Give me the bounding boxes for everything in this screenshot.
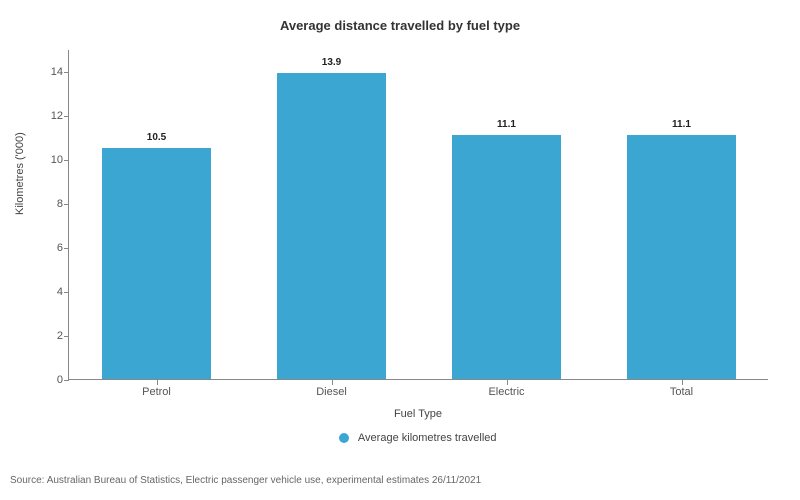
- y-tick-mark: [64, 292, 69, 293]
- bar: 11.1: [452, 135, 561, 379]
- x-axis-label: Fuel Type: [68, 408, 768, 420]
- y-tick-label: 12: [31, 110, 63, 122]
- legend-marker: [339, 433, 349, 443]
- y-tick-label: 0: [31, 374, 63, 386]
- x-tick-label: Diesel: [316, 386, 347, 398]
- x-tick-label: Petrol: [142, 386, 171, 398]
- y-tick-label: 2: [31, 330, 63, 342]
- chart-title: Average distance travelled by fuel type: [0, 0, 800, 33]
- y-tick-mark: [64, 336, 69, 337]
- source-citation: Source: Australian Bureau of Statistics,…: [10, 475, 481, 486]
- x-tick-label: Electric: [488, 386, 524, 398]
- x-tick-mark: [157, 380, 158, 385]
- bar: 10.5: [102, 148, 211, 379]
- y-tick-mark: [64, 204, 69, 205]
- plot-region: 0246810121410.5Petrol13.9Diesel11.1Elect…: [68, 50, 768, 380]
- legend-label: Average kilometres travelled: [358, 432, 497, 444]
- x-tick-mark: [682, 380, 683, 385]
- bar: 11.1: [627, 135, 736, 379]
- y-tick-mark: [64, 380, 69, 381]
- bar: 13.9: [277, 73, 386, 379]
- bar-value-label: 11.1: [672, 119, 691, 130]
- y-tick-mark: [64, 160, 69, 161]
- y-tick-label: 8: [31, 198, 63, 210]
- y-tick-label: 6: [31, 242, 63, 254]
- x-tick-mark: [507, 380, 508, 385]
- bar-value-label: 10.5: [147, 132, 166, 143]
- y-tick-label: 4: [31, 286, 63, 298]
- y-axis-label: Kilometres ('000): [14, 132, 26, 215]
- x-tick-mark: [332, 380, 333, 385]
- bar-value-label: 13.9: [322, 57, 341, 68]
- y-tick-mark: [64, 248, 69, 249]
- y-tick-mark: [64, 116, 69, 117]
- legend: Average kilometres travelled: [68, 432, 768, 444]
- y-tick-mark: [64, 72, 69, 73]
- y-tick-label: 14: [31, 66, 63, 78]
- chart-area: 0246810121410.5Petrol13.9Diesel11.1Elect…: [68, 50, 768, 380]
- x-tick-label: Total: [670, 386, 693, 398]
- y-tick-label: 10: [31, 154, 63, 166]
- bar-value-label: 11.1: [497, 119, 516, 130]
